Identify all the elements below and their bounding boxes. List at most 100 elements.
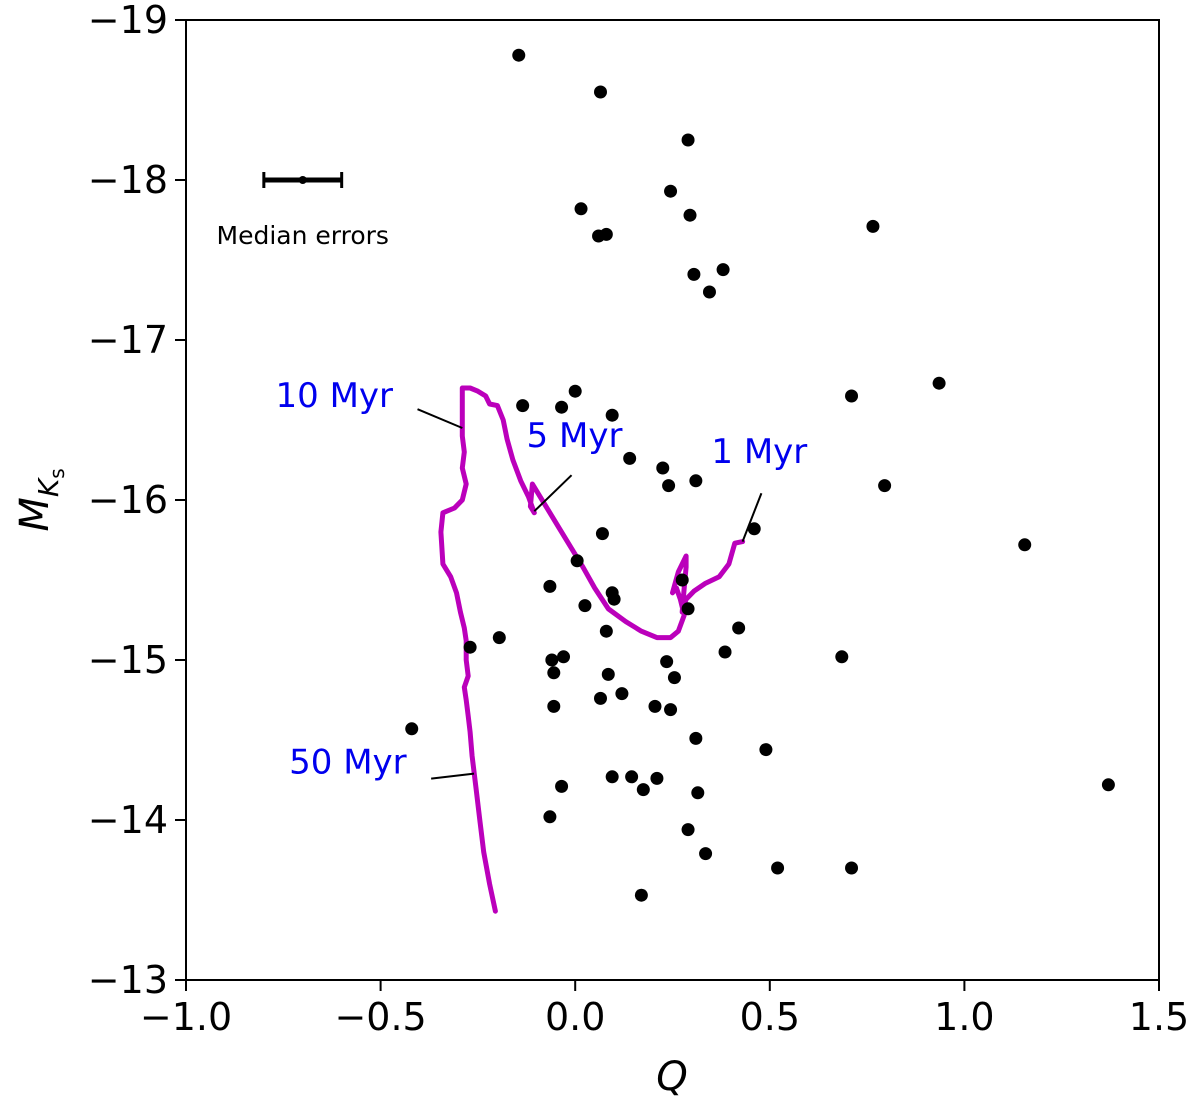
annotations: 10 Myr 5 Myr 1 Myr 50 Myr <box>276 376 808 782</box>
y-tick-label: −19 <box>88 0 168 42</box>
data-point <box>568 384 582 398</box>
data-point <box>545 653 559 667</box>
data-point <box>675 573 689 587</box>
data-point <box>601 667 615 681</box>
data-point <box>607 592 621 606</box>
y-tick-label: −17 <box>88 318 168 362</box>
data-point <box>664 184 678 198</box>
data-point <box>492 631 506 645</box>
data-point <box>605 408 619 422</box>
data-point <box>866 219 880 233</box>
y-tick-label: −18 <box>88 158 168 202</box>
annotation-label: 1 Myr <box>711 432 807 472</box>
data-point <box>463 640 477 654</box>
data-point <box>716 263 730 277</box>
annotation-connector <box>417 408 463 429</box>
data-point <box>547 666 561 680</box>
y-tick-label: −16 <box>88 478 168 522</box>
data-point <box>615 687 629 701</box>
data-point <box>771 861 785 875</box>
data-point <box>718 645 732 659</box>
data-point <box>689 731 703 745</box>
data-point <box>543 579 557 593</box>
data-point <box>555 400 569 414</box>
data-point <box>650 771 664 785</box>
data-point <box>689 474 703 488</box>
annotation-label: 50 Myr <box>289 743 407 783</box>
data-point <box>667 671 681 685</box>
data-point <box>687 267 701 281</box>
data-point <box>599 624 613 638</box>
x-axis-label: Q <box>656 1054 687 1100</box>
data-point <box>592 229 606 243</box>
data-point <box>405 722 419 736</box>
x-tick-label: −1.0 <box>140 995 232 1039</box>
data-point <box>636 783 650 797</box>
data-point <box>664 703 678 717</box>
data-points <box>405 48 1115 902</box>
data-point <box>759 743 773 757</box>
data-point <box>634 888 648 902</box>
y-tick-label: −13 <box>88 958 168 1002</box>
data-point <box>1101 778 1115 792</box>
data-point <box>747 522 761 536</box>
data-point <box>516 399 530 413</box>
data-point <box>845 389 859 403</box>
y-axis-label-sub: K <box>32 476 65 497</box>
y-tick-label: −15 <box>88 638 168 682</box>
data-point <box>699 847 713 861</box>
x-tick-label: −0.5 <box>334 995 426 1039</box>
median-errors-label: Median errors <box>217 221 389 250</box>
data-point <box>543 810 557 824</box>
data-point <box>878 479 892 493</box>
data-point <box>1018 538 1032 552</box>
axis-ticks: −1.0 −0.5 0.0 0.5 1.0 1.5 −19 −18 −17 −16 −15 −14 −1… <box>88 0 1189 1039</box>
data-point <box>593 691 607 705</box>
annotation-label: 5 Myr <box>527 416 623 456</box>
data-point <box>648 699 662 713</box>
y-axis-label-main: M <box>12 497 58 532</box>
annotation-label: 10 Myr <box>276 376 394 416</box>
data-point <box>683 208 697 222</box>
y-tick-label: −14 <box>88 798 168 842</box>
data-point <box>547 699 561 713</box>
error-point <box>298 176 307 184</box>
data-point <box>732 621 746 635</box>
data-point <box>557 650 571 664</box>
data-point <box>595 527 609 541</box>
data-point <box>702 285 716 299</box>
data-point <box>512 48 526 62</box>
svg-text:MKs: MKs <box>12 468 69 531</box>
data-point <box>662 479 676 493</box>
annotation-connector <box>533 474 573 512</box>
data-point <box>570 554 584 568</box>
median-errors: Median errors <box>217 172 389 250</box>
data-point <box>681 602 695 616</box>
data-point <box>845 861 859 875</box>
data-point <box>656 461 670 475</box>
data-point <box>605 770 619 784</box>
data-point <box>691 786 705 800</box>
data-point <box>578 599 592 613</box>
data-point <box>593 85 607 99</box>
track-line <box>438 385 746 914</box>
data-point <box>681 823 695 837</box>
data-point <box>623 451 637 465</box>
x-tick-label: 0.0 <box>545 995 605 1039</box>
data-point <box>681 133 695 147</box>
data-point <box>835 650 849 664</box>
y-axis-label: MKs <box>12 468 69 531</box>
data-point <box>625 770 639 784</box>
evolutionary-track <box>438 385 746 914</box>
x-tick-label: 1.0 <box>934 995 994 1039</box>
x-tick-label: 1.5 <box>1129 995 1189 1039</box>
data-point <box>660 655 674 669</box>
annotation-connector <box>741 492 763 542</box>
data-point <box>932 376 946 390</box>
data-point <box>555 779 569 793</box>
annotation-connector <box>431 772 475 780</box>
y-axis-label-subsub: s <box>45 468 69 478</box>
data-point <box>574 202 588 216</box>
